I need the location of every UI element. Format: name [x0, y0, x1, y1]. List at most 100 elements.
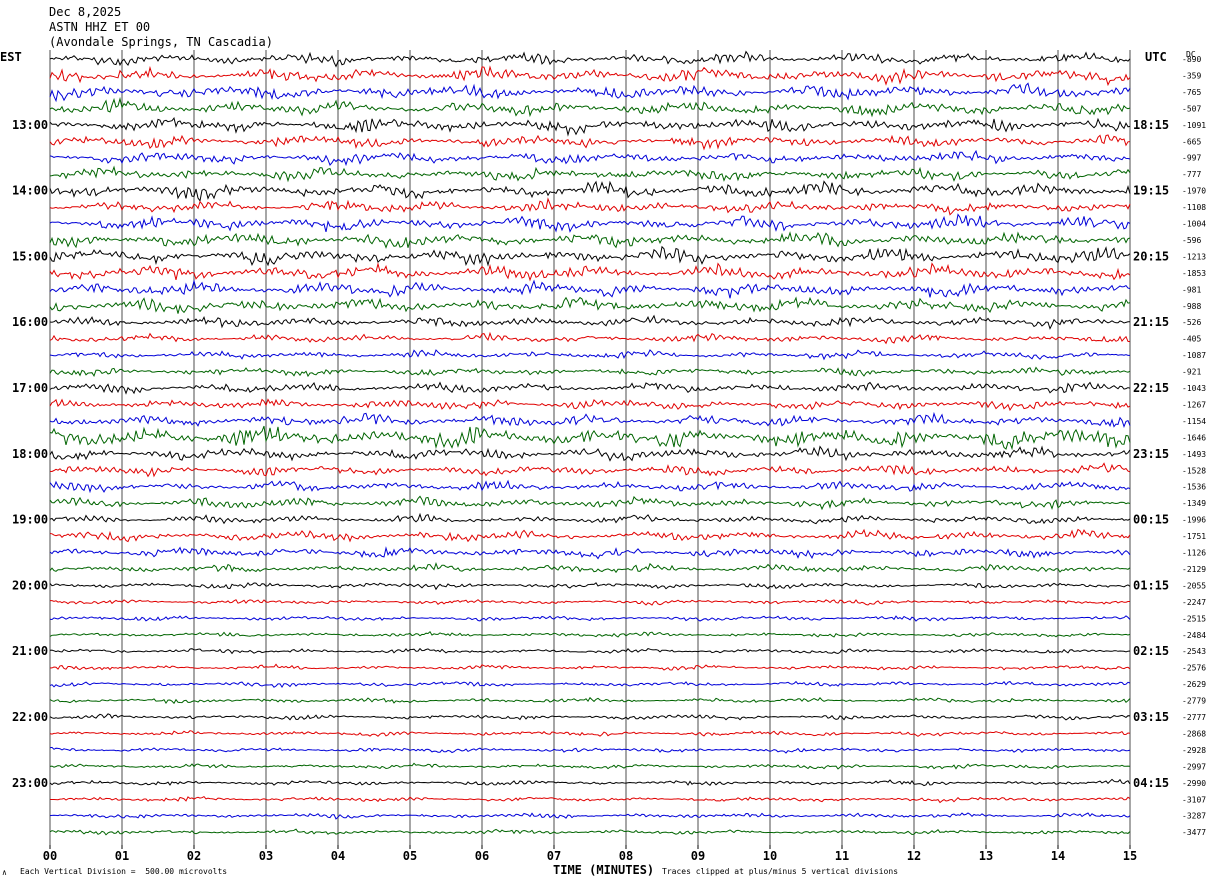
- trace-row: [49, 495, 1131, 511]
- clip-note: Traces clipped at plus/minus 5 vertical …: [662, 867, 899, 876]
- trace-row: [49, 50, 1131, 68]
- axis-labels: 00 01 02 03 04 05 06 07 08 09 10 11 12 13 14 15 -890 -359…: [12, 55, 1206, 863]
- est-hour-label: 22:00: [12, 710, 48, 724]
- trace-row: [49, 713, 1131, 721]
- dc-offset-label: -2129: [1182, 565, 1206, 574]
- utc-hour-label: 23:15: [1133, 447, 1169, 461]
- trace-row: [49, 462, 1131, 478]
- trace-row: [49, 180, 1131, 203]
- dc-offset-label: -2928: [1182, 746, 1206, 755]
- station-label: ASTN HHZ ET 00: [49, 20, 151, 34]
- dc-offset-label: -921: [1182, 368, 1201, 377]
- trace-row: [49, 231, 1131, 249]
- dc-offset-label: -1126: [1182, 549, 1206, 558]
- x-tick-label: 05: [403, 849, 417, 863]
- trace-row: [49, 381, 1131, 395]
- dc-offset-label: -2543: [1182, 647, 1206, 656]
- dc-offset-label: -890: [1182, 55, 1201, 64]
- dc-offset-label: -526: [1182, 318, 1201, 327]
- dc-offset-label: -2055: [1182, 581, 1206, 590]
- dc-offset-label: -1091: [1182, 121, 1206, 130]
- trace-row: [49, 479, 1131, 494]
- dc-offset-label: -997: [1182, 154, 1201, 163]
- dc-offset-label: -665: [1182, 137, 1201, 146]
- trace-row: [49, 411, 1131, 428]
- seismic-traces: [49, 50, 1131, 836]
- dc-offset-label: -596: [1182, 236, 1201, 245]
- dc-offset-label: -2777: [1182, 713, 1206, 722]
- x-tick-label: 12: [907, 849, 921, 863]
- trace-row: [49, 65, 1131, 87]
- x-tick-label: 15: [1123, 849, 1137, 863]
- trace-row: [49, 680, 1131, 689]
- trace-row: [49, 631, 1131, 638]
- x-tick-label: 06: [475, 849, 489, 863]
- trace-row: [49, 546, 1131, 560]
- x-tick-label: 10: [763, 849, 777, 863]
- trace-row: [49, 582, 1131, 591]
- utc-hour-label: 02:15: [1133, 644, 1169, 658]
- trace-row: [49, 778, 1131, 787]
- location-label: (Avondale Springs, TN Cascadia): [49, 35, 273, 49]
- est-hour-label: 19:00: [12, 513, 48, 527]
- trace-row: [49, 746, 1131, 754]
- x-tick-label: 03: [259, 849, 273, 863]
- trace-row: [49, 730, 1131, 737]
- dc-offset-label: -2779: [1182, 697, 1206, 706]
- trace-row: [49, 262, 1131, 282]
- x-tick-label: 01: [115, 849, 129, 863]
- dc-offset-label: -1853: [1182, 269, 1206, 278]
- trace-row: [49, 528, 1131, 543]
- trace-row: [49, 696, 1131, 705]
- x-tick-label: 07: [547, 849, 561, 863]
- utc-hour-label: 01:15: [1133, 578, 1169, 592]
- trace-row: [49, 331, 1131, 345]
- dc-offset-label: -2484: [1182, 631, 1206, 640]
- dc-offset-label: -1751: [1182, 532, 1206, 541]
- dc-offset-label: -1349: [1182, 499, 1206, 508]
- dc-offset-label: -2247: [1182, 598, 1206, 607]
- x-tick-label: 04: [331, 849, 345, 863]
- dc-offset-label: -3107: [1182, 795, 1206, 804]
- utc-hour-label: 18:15: [1133, 118, 1169, 132]
- right-timezone-label: UTC: [1145, 50, 1167, 64]
- trace-row: [50, 599, 1130, 606]
- dc-offset-label: -1087: [1182, 351, 1206, 360]
- trace-row: [49, 213, 1131, 233]
- trace-row: [49, 96, 1131, 118]
- dc-offset-label: -1528: [1182, 466, 1206, 475]
- x-tick-label: 02: [187, 849, 201, 863]
- trace-row: [49, 366, 1131, 378]
- utc-hour-label: 04:15: [1133, 776, 1169, 790]
- x-tick-label: 14: [1051, 849, 1065, 863]
- trace-row: [49, 296, 1131, 314]
- trace-row: [50, 795, 1131, 804]
- trace-row: [49, 425, 1131, 451]
- dc-offset-label: -1108: [1182, 203, 1206, 212]
- dc-offset-label: -1996: [1182, 516, 1206, 525]
- dc-offset-label: -2990: [1182, 779, 1206, 788]
- dc-offset-label: -2997: [1182, 762, 1206, 771]
- dc-offset-label: -1004: [1182, 220, 1206, 229]
- dc-offset-label: -2576: [1182, 664, 1206, 673]
- trace-row: [49, 812, 1131, 820]
- dc-offset-label: -507: [1182, 104, 1201, 113]
- x-tick-label: 08: [619, 849, 633, 863]
- est-hour-label: 23:00: [12, 776, 48, 790]
- est-hour-label: 16:00: [12, 315, 48, 329]
- corner-mark: ∧: [2, 868, 7, 877]
- est-hour-label: 14:00: [12, 184, 48, 198]
- trace-row: [49, 647, 1131, 655]
- dc-offset-label: -1154: [1182, 417, 1206, 426]
- dc-offset-label: -1970: [1182, 187, 1206, 196]
- trace-row: [49, 349, 1130, 361]
- x-tick-label: 00: [43, 849, 57, 863]
- trace-row: [49, 615, 1131, 622]
- trace-row: [49, 197, 1131, 216]
- dc-offset-label: -981: [1182, 285, 1201, 294]
- trace-row: [49, 445, 1131, 462]
- est-hour-label: 13:00: [12, 118, 48, 132]
- est-hour-label: 21:00: [12, 644, 48, 658]
- utc-hour-label: 00:15: [1133, 513, 1169, 527]
